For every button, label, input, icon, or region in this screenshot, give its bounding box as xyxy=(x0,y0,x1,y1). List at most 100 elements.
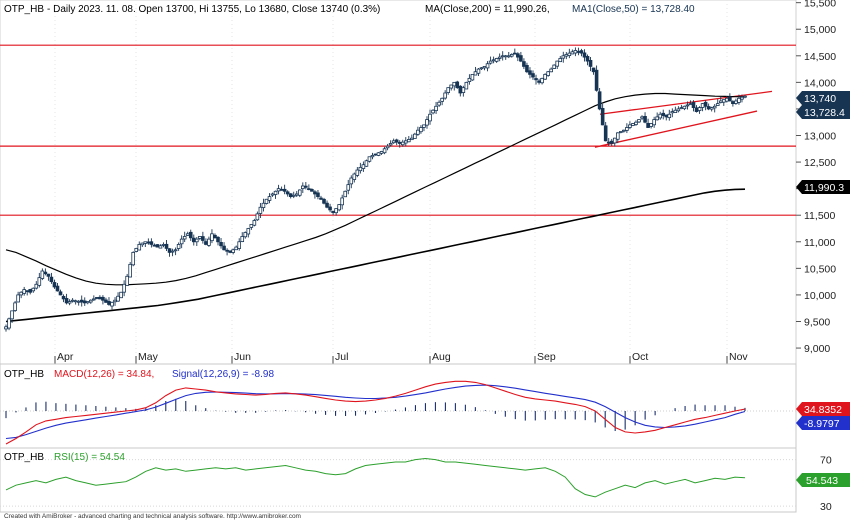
candle-body xyxy=(243,232,248,238)
candle-body xyxy=(728,96,732,102)
candle-body xyxy=(125,275,129,286)
candle-body xyxy=(455,81,460,89)
candle-body xyxy=(676,108,681,112)
candle-body xyxy=(255,213,260,221)
candle-body xyxy=(731,101,735,105)
candle-body xyxy=(285,191,290,195)
rsi-tick-label: 30 xyxy=(820,501,832,513)
candle-body xyxy=(158,245,163,249)
candle-body xyxy=(737,97,741,103)
candle-body xyxy=(600,108,605,126)
price-tick-label: 11,500 xyxy=(804,210,835,222)
candle-body xyxy=(619,131,623,133)
candle-body xyxy=(273,190,278,195)
candle-body xyxy=(146,241,151,244)
candle-body xyxy=(216,236,220,243)
candle-body xyxy=(291,194,296,197)
candle-body xyxy=(355,169,360,176)
rsi-badge-text: 54.543 xyxy=(806,475,838,487)
price-tick-label: 12,500 xyxy=(804,157,836,169)
candle-body xyxy=(407,139,411,143)
candle-body xyxy=(609,140,614,144)
candle-body xyxy=(373,153,378,156)
candle-body xyxy=(76,300,81,303)
candle-body xyxy=(85,301,90,304)
candle-body xyxy=(234,246,238,251)
candle-body xyxy=(734,100,738,104)
candle-body xyxy=(670,111,675,114)
candle-body xyxy=(119,291,123,299)
candle-body xyxy=(143,241,148,244)
candle-body xyxy=(49,276,54,283)
candle-body xyxy=(410,137,414,141)
candlesticks xyxy=(4,47,747,332)
candle-body xyxy=(437,101,441,106)
candle-body xyxy=(703,101,708,107)
candle-body xyxy=(195,238,199,243)
candle-body xyxy=(482,66,487,69)
candle-body xyxy=(240,236,245,243)
ma50-badge: 13,728.4 xyxy=(796,105,850,119)
month-tick-label: Apr xyxy=(57,351,74,363)
candle-body xyxy=(122,283,126,293)
candle-body xyxy=(104,299,108,303)
candle-body xyxy=(528,70,532,75)
macd-lines xyxy=(5,380,746,445)
candle-body xyxy=(637,119,641,123)
candle-body xyxy=(419,127,423,133)
candle-body xyxy=(64,298,69,304)
candle-body xyxy=(503,55,508,58)
candle-body xyxy=(188,231,193,239)
candle-body xyxy=(19,291,23,296)
price-tick-label: 15,500 xyxy=(804,0,836,10)
candle-body xyxy=(685,104,690,107)
rsi-header-ticker: OTP_HB xyxy=(4,452,44,463)
candle-body xyxy=(640,116,644,119)
candle-body xyxy=(10,310,14,320)
candle-body xyxy=(343,190,348,198)
candle-body xyxy=(334,208,338,214)
candle-body xyxy=(740,96,744,100)
candle-body xyxy=(446,87,450,93)
candle-body xyxy=(509,54,514,57)
candle-body xyxy=(667,113,672,119)
candle-body xyxy=(16,294,20,303)
candle-body xyxy=(597,91,602,110)
candle-body xyxy=(706,106,711,110)
candle-body xyxy=(246,228,251,235)
candle-body xyxy=(225,249,229,252)
candle-body xyxy=(488,60,493,64)
candle-body xyxy=(198,236,202,239)
close-badge-text: 13,740 xyxy=(804,93,836,105)
candle-body xyxy=(385,145,390,149)
candle-body xyxy=(379,151,384,154)
macd-badge: 34.8352 xyxy=(796,402,850,416)
candle-body xyxy=(140,242,145,246)
candle-body xyxy=(131,252,136,266)
candle-body xyxy=(304,185,308,188)
candle-body xyxy=(622,129,626,132)
candle-body xyxy=(28,289,33,293)
candle-body xyxy=(25,290,30,293)
candle-body xyxy=(531,73,535,78)
candle-body xyxy=(549,68,553,73)
ma200-series xyxy=(5,188,746,323)
candle-body xyxy=(52,282,57,288)
candle-body xyxy=(697,107,702,111)
candle-body xyxy=(237,241,242,249)
candle-body xyxy=(643,116,647,123)
candle-body xyxy=(558,58,563,63)
candle-body xyxy=(319,197,323,200)
candle-body xyxy=(422,124,426,128)
candle-body xyxy=(98,296,102,300)
macd-panel[interactable]: OTP_HB MACD(12,26) = 34.84, Signal(12,26… xyxy=(0,363,850,449)
month-tick-label: May xyxy=(138,351,159,363)
signal-badge-text: -8.9797 xyxy=(804,418,840,430)
candle-body xyxy=(316,192,320,198)
price-panel[interactable]: Apr May Jun Jul Aug Sep Oct Nov 15,500 15,000 14,… xyxy=(0,0,850,365)
rsi-panel[interactable]: 70 30 OTP_HB RSI(15) = 54.54 54.543 xyxy=(0,447,850,513)
candle-body xyxy=(543,73,547,80)
candle-body xyxy=(4,326,8,330)
candle-body xyxy=(352,173,357,180)
time-axis: Apr May Jun Jul Aug Sep Oct Nov xyxy=(54,351,748,364)
